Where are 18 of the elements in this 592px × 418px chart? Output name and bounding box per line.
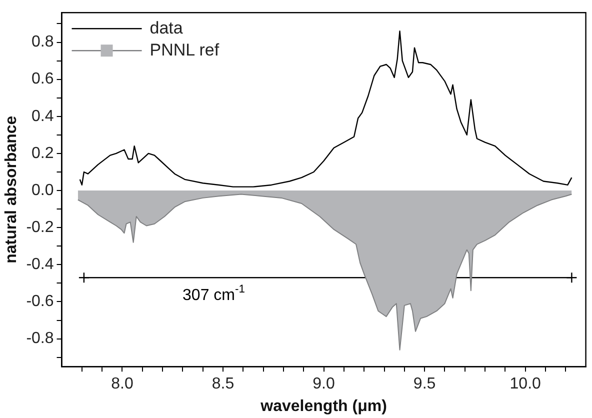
x-tick-label: 10.0 (510, 376, 542, 393)
x-tick-label: 9.5 (413, 376, 436, 393)
y-axis-title: natural absorbance (3, 116, 20, 264)
y-tick-label: 0.0 (32, 182, 54, 199)
x-tick-label: 8.5 (212, 376, 234, 393)
y-tick-label: 0.6 (32, 70, 54, 88)
legend-label: data (150, 18, 184, 38)
y-tick-label: -0.4 (26, 256, 54, 274)
y-tick-label: -0.6 (26, 293, 54, 310)
y-tick-label: 0.2 (32, 144, 54, 162)
x-tick-label: 8.0 (111, 376, 134, 393)
x-tick-label: 9.0 (312, 376, 336, 393)
y-tick-label: 0.4 (32, 108, 54, 125)
x-axis-title: wavelength (μm) (260, 398, 387, 415)
y-tick-label: 0.8 (32, 34, 54, 51)
y-tick-label: -0.8 (26, 330, 54, 348)
legend-label: PNNL ref (150, 40, 220, 60)
y-tick-label: -0.2 (26, 219, 54, 236)
